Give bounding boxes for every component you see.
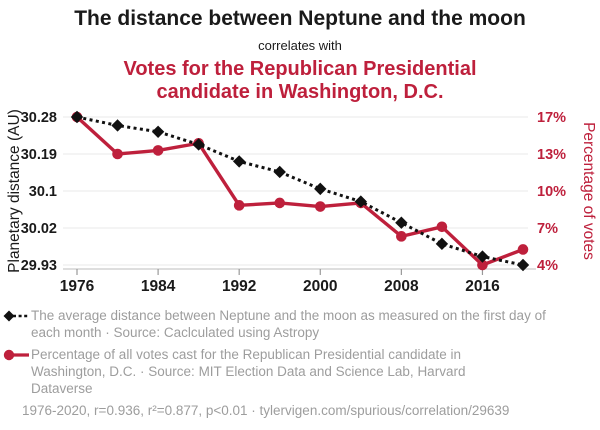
right-tick-label: 7%: [537, 221, 558, 237]
data-point-republican_votes_pct: [396, 231, 407, 242]
left-axis-title: Planetary distance (AU): [6, 109, 23, 273]
chart-title-secondary: Votes for the Republican Presidential ca…: [123, 58, 477, 103]
right-axis-title: Percentage of votes: [580, 122, 597, 260]
data-point-neptune_distance: [516, 258, 530, 272]
chart-title-primary: The distance between Neptune and the moo…: [74, 7, 526, 30]
right-tick-label: 13%: [537, 147, 566, 163]
series-line-neptune_distance: [76, 115, 524, 267]
data-point-neptune_distance: [314, 182, 327, 196]
legend-item-neptune: The average distance between Neptune and…: [3, 307, 581, 342]
data-point-neptune_distance: [395, 216, 408, 229]
data-point-republican_votes_pct: [517, 244, 529, 255]
data-point-neptune_distance: [232, 155, 246, 168]
data-point-neptune_distance: [273, 165, 286, 179]
data-point-republican_votes_pct: [274, 197, 286, 209]
neptune-series-marker-icon: [3, 310, 29, 322]
data-point-neptune_distance: [111, 119, 124, 132]
legend-item-label: The average distance between Neptune and…: [31, 308, 546, 341]
right-axis-labels: 17% 13% 10% 7% 4%: [537, 110, 566, 274]
data-point-neptune_distance: [151, 125, 165, 138]
chart-subtitle: correlates with: [258, 38, 342, 53]
right-tick-label: 17%: [537, 110, 566, 126]
left-axis-labels: 30.28 30.19 30.1 30.02 29.93: [21, 110, 57, 274]
x-tick-label: 2000: [303, 278, 337, 295]
x-tick-label: 1976: [60, 278, 95, 295]
left-tick-label: 30.1: [29, 184, 57, 200]
data-point-neptune_distance: [354, 195, 368, 208]
series-line-republican_votes_pct: [75, 115, 524, 267]
x-axis: 1976 1984 1992 2000 2008 2016: [60, 268, 536, 295]
data-point-neptune_distance: [435, 237, 449, 251]
data-point-republican_votes_pct: [233, 200, 245, 211]
left-tick-label: 30.02: [21, 221, 57, 237]
data-point-republican_votes_pct: [112, 148, 123, 160]
data-point-republican_votes_pct: [314, 201, 326, 212]
data-point-neptune_distance: [70, 110, 84, 124]
data-point-neptune_distance: [192, 138, 205, 151]
left-tick-label: 30.28: [21, 110, 57, 126]
data-point-neptune_distance: [476, 250, 489, 263]
chart-legend: The average distance between Neptune and…: [3, 307, 581, 418]
data-point-republican_votes_pct: [436, 221, 448, 233]
x-tick-label: 2008: [384, 278, 419, 295]
x-tick-label: 1984: [141, 278, 176, 295]
data-point-republican_votes_pct: [477, 259, 488, 271]
gridlines: [63, 116, 528, 266]
data-point-republican_votes_pct: [152, 145, 164, 156]
legend-item-label: Percentage of all votes cast for the Rep…: [31, 346, 466, 397]
x-tick-label: 2016: [465, 278, 500, 295]
votes-series-marker-icon: [3, 349, 29, 360]
chart-header: The distance between Neptune and the moo…: [0, 0, 600, 104]
legend-item-votes: Percentage of all votes cast for the Rep…: [3, 346, 581, 398]
left-tick-label: 30.19: [21, 147, 57, 163]
right-tick-label: 10%: [537, 184, 566, 200]
right-tick-label: 4%: [537, 258, 558, 274]
left-tick-label: 29.93: [21, 258, 57, 274]
stats-and-source-url: 1976-2020, r=0.936, r²=0.877, p<0.01 · t…: [22, 403, 510, 419]
series-neptune_distance: [70, 110, 530, 272]
x-tick-label: 1992: [222, 278, 256, 295]
series-republican_votes_pct: [71, 111, 529, 271]
